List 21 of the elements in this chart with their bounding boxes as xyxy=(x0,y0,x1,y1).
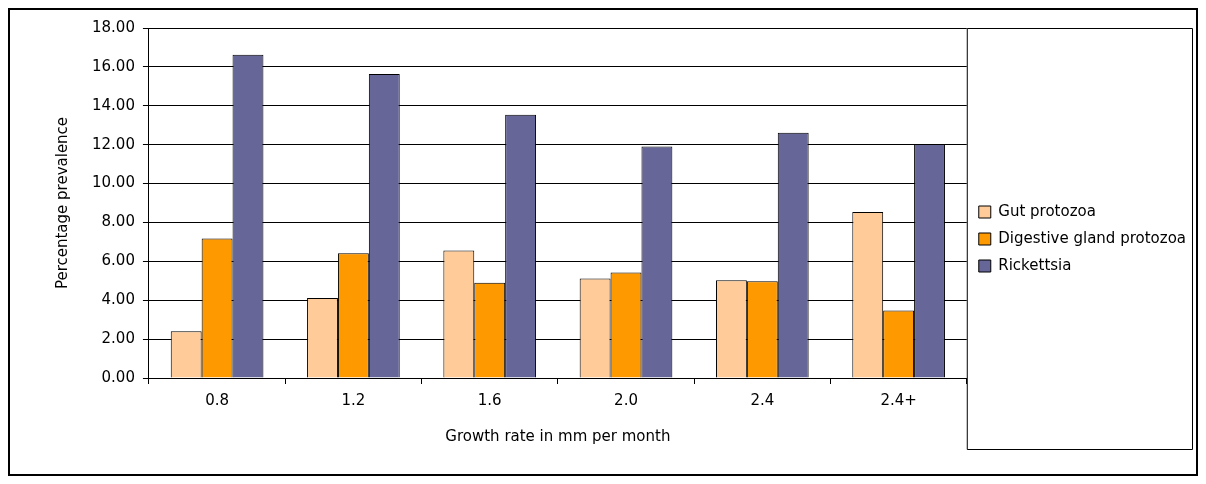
x-axis-title: Growth rate in mm per month xyxy=(445,426,671,445)
y-tick-label: 6.00 xyxy=(101,251,135,270)
y-tick-label: 0.00 xyxy=(101,367,135,386)
x-tick-label: 2.4 xyxy=(750,390,775,409)
y-axis-title: Percentage prevalence xyxy=(52,116,71,290)
legend-label: Gut protozoa xyxy=(998,201,1096,220)
y-tick-label: 14.00 xyxy=(91,95,135,114)
y-tick-label: 18.00 xyxy=(91,17,135,36)
x-tick-label: 2.0 xyxy=(614,390,638,409)
y-tick-label: 16.00 xyxy=(91,56,135,75)
y-tick-label: 2.00 xyxy=(101,329,135,347)
legend-label: Rickettsia xyxy=(998,255,1072,274)
y-tick-label: 10.00 xyxy=(91,173,135,192)
legend-label: Digestive gland protozoa xyxy=(998,228,1187,247)
x-tick-label: 1.2 xyxy=(341,390,366,409)
y-tick-label: 8.00 xyxy=(101,212,135,231)
x-tick-label: 2.4+ xyxy=(880,390,917,409)
x-tick-label: 0.8 xyxy=(205,390,230,409)
x-tick-label: 1.6 xyxy=(477,390,502,409)
y-tick-label: 12.00 xyxy=(91,134,135,153)
y-tick-label: 4.00 xyxy=(101,290,135,309)
